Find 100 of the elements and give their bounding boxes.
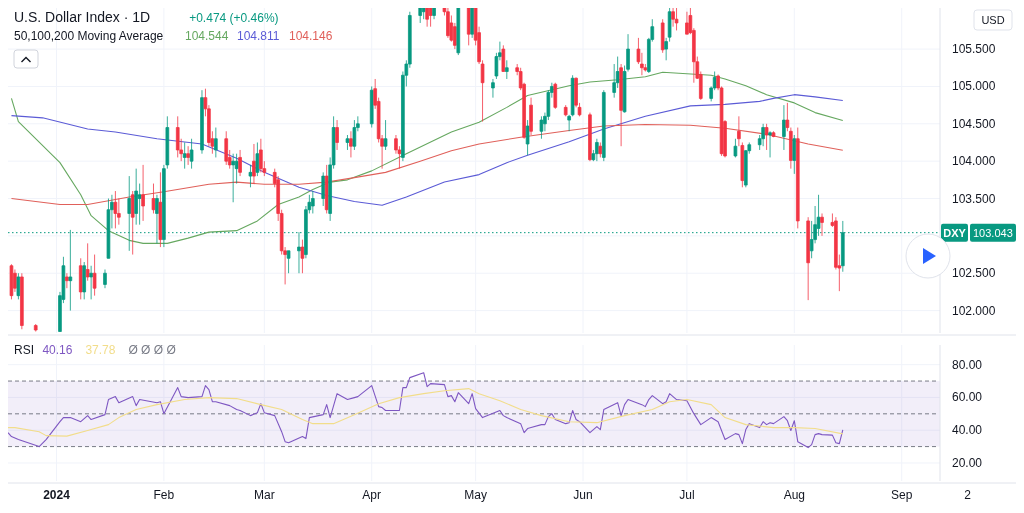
- candlestick: [421, 8, 426, 20]
- candlestick: [660, 18, 665, 54]
- candlestick: [345, 134, 350, 151]
- candlestick: [792, 134, 797, 175]
- candlestick: [782, 104, 786, 151]
- candlestick: [505, 59, 509, 80]
- candlestick: [113, 190, 118, 229]
- candlestick: [20, 272, 24, 330]
- candlestick: [768, 130, 772, 158]
- candlestick: [588, 112, 592, 162]
- candlestick: [335, 119, 339, 151]
- candlestick: [286, 250, 291, 274]
- candlestick: [761, 123, 765, 147]
- y-tick-label: 105.500: [952, 42, 996, 57]
- candlestick: [418, 8, 423, 24]
- candlestick: [771, 130, 776, 138]
- candlestick: [733, 138, 738, 158]
- candlestick: [764, 123, 769, 151]
- candlestick: [820, 213, 824, 237]
- candlestick: [352, 119, 357, 151]
- y-tick-label: 20.00: [952, 455, 983, 470]
- line-series: [10, 124, 844, 206]
- x-tick-label: Feb: [153, 488, 175, 502]
- candlestick: [238, 149, 242, 177]
- candlestick: [214, 127, 218, 158]
- candlestick: [806, 216, 810, 301]
- y-tick-label: 103.500: [952, 191, 996, 206]
- candlestick: [425, 8, 429, 28]
- annotation: 37.78: [85, 343, 116, 357]
- candlestick: [383, 119, 388, 151]
- candlestick: [598, 142, 603, 158]
- candlestick: [85, 242, 90, 282]
- annotation: +0.474 (+0.46%): [189, 11, 279, 25]
- candlestick: [785, 102, 790, 132]
- candlestick: [456, 8, 461, 56]
- candlestick: [82, 261, 87, 300]
- candlestick: [134, 168, 138, 226]
- y-tick-label: 60.00: [952, 390, 983, 405]
- candlestick: [182, 142, 187, 170]
- candlestick: [369, 86, 374, 128]
- annotation: Ø Ø Ø Ø: [128, 343, 176, 357]
- candlestick: [231, 153, 235, 203]
- candlestick: [155, 194, 159, 244]
- candlestick: [470, 8, 474, 39]
- candlestick: [9, 263, 14, 300]
- candlestick: [553, 82, 558, 110]
- x-tick-label: Apr: [362, 488, 382, 502]
- line-series: [10, 94, 844, 206]
- candlestick: [567, 114, 571, 132]
- text: 50,100,200 Moving Average: [14, 29, 164, 43]
- x-tick-label: Jun: [573, 488, 593, 502]
- candlestick: [321, 171, 326, 207]
- y-tick-label: 80.00: [952, 357, 983, 372]
- annotation: 40.16: [42, 343, 73, 357]
- line-series: [8, 388, 844, 437]
- line-series: [10, 71, 844, 244]
- x-tick-label: Aug: [783, 488, 805, 502]
- candlestick: [189, 138, 194, 170]
- candlestick: [175, 115, 180, 158]
- annotation: 104.544: [185, 29, 229, 43]
- y-tick-label: 40.00: [952, 423, 983, 438]
- candlestick: [158, 171, 163, 248]
- candlestick: [501, 44, 506, 72]
- candlestick: [595, 138, 599, 162]
- y-axis-title: USD: [981, 14, 1005, 26]
- candlestick: [33, 323, 38, 332]
- candlestick: [525, 119, 530, 156]
- candlestick: [103, 269, 107, 289]
- y-tick-label: 104.000: [952, 154, 996, 169]
- y-tick-label: 102.000: [952, 303, 996, 318]
- candlestick: [200, 89, 204, 155]
- candlestick: [539, 115, 544, 140]
- candlestick: [674, 8, 679, 31]
- candlestick: [151, 183, 156, 214]
- x-tick-label: 2024: [43, 488, 71, 502]
- candlestick: [186, 145, 190, 166]
- candlestick: [89, 265, 93, 300]
- candlestick: [601, 89, 606, 162]
- x-tick-label: Mar: [253, 488, 275, 502]
- x-tick-label: 2: [964, 488, 972, 502]
- candlestick: [619, 63, 623, 147]
- candlestick: [259, 138, 263, 173]
- candlestick: [491, 78, 495, 99]
- candlestick: [141, 164, 145, 222]
- y-tick-label: 102.500: [952, 266, 996, 281]
- candlestick: [685, 11, 689, 35]
- x-tick-label: May: [464, 488, 487, 502]
- x-tick-label: Sep: [891, 488, 913, 502]
- annotation: 104.146: [289, 29, 333, 43]
- candlestick: [255, 142, 260, 177]
- annotation: 104.811: [237, 29, 280, 43]
- candlestick: [224, 130, 229, 166]
- candlestick: [446, 8, 450, 39]
- candlestick: [65, 272, 69, 289]
- x-tick-label: Jul: [679, 488, 695, 502]
- y-tick-label: 104.500: [952, 116, 996, 131]
- candlestick: [252, 143, 256, 184]
- y-tick-label: 105.000: [952, 79, 996, 94]
- annotation: 103.043: [973, 226, 1013, 239]
- chart-title: RSI: [14, 343, 35, 357]
